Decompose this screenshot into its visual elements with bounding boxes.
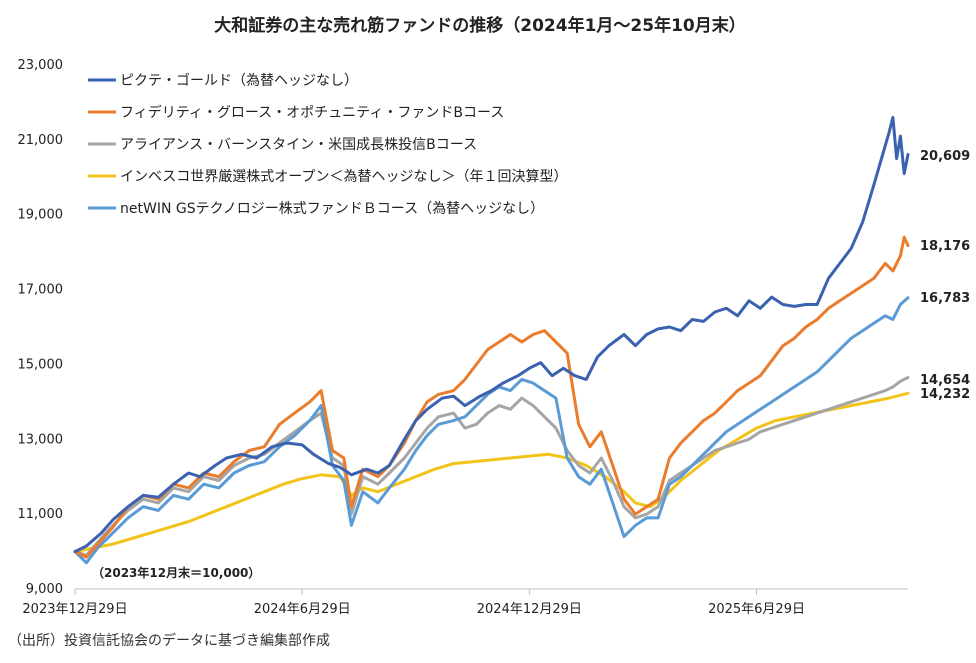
chart-title: 大和証券の主な売れ筋ファンドの推移（2024年1月～25年10月末） — [214, 15, 745, 36]
baseline-note: （2023年12月末＝10,000） — [92, 565, 260, 580]
legend-label-3: アライアンス・バーンスタイン・米国成長株投信Bコース — [120, 137, 477, 153]
source-note: （出所）投資信託協会のデータに基づき編集部作成 — [8, 632, 330, 649]
end-label-1: 20,609 — [920, 149, 970, 164]
y-tick-label: 19,000 — [18, 208, 64, 223]
x-tick-label: 2024年6月29日 — [254, 602, 351, 617]
y-tick-label: 15,000 — [18, 357, 64, 372]
legend-label-5: netWIN GSテクノロジー株式ファンドＢコース（為替ヘッジなし） — [120, 201, 544, 217]
x-tick-label: 2023年12月29日 — [22, 602, 127, 617]
y-tick-label: 21,000 — [18, 133, 64, 148]
axes: 9,000 11,000 13,000 15,000 17,000 19,000 21,00… — [18, 58, 908, 617]
end-label-2: 18,176 — [920, 239, 970, 254]
y-tick-label: 11,000 — [18, 507, 64, 522]
legend-label-4: インベスコ世界厳選株式オープン＜為替ヘッジなし＞（年１回決算型） — [120, 169, 567, 185]
series-lines — [73, 115, 910, 565]
x-tick-label: 2024年12月29日 — [477, 602, 582, 617]
end-label-4: 14,232 — [920, 387, 970, 402]
x-tick-label: 2025年6月29日 — [708, 602, 805, 617]
end-label-5: 16,783 — [920, 291, 970, 306]
y-tick-label: 23,000 — [18, 58, 64, 73]
legend-label-2: フィデリティ・グロース・オポチュニティ・ファンドBコース — [120, 104, 504, 121]
y-tick-label: 9,000 — [26, 582, 63, 597]
end-label-3: 14,654 — [920, 373, 970, 388]
y-tick-label: 13,000 — [18, 432, 64, 447]
series-line-3 — [73, 375, 910, 557]
series-line-1 — [73, 115, 910, 554]
series-line-5 — [73, 296, 910, 565]
legend-label-1: ピクテ・ゴールド（為替ヘッジなし） — [120, 72, 358, 89]
y-tick-label: 17,000 — [18, 283, 64, 298]
legend: ピクテ・ゴールド（為替ヘッジなし） フィデリティ・グロース・オポチュニティ・ファン… — [88, 72, 567, 217]
series-line-4 — [73, 391, 910, 554]
